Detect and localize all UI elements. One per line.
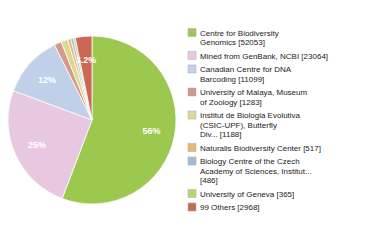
legend-item: University of Geneva [365] (188, 190, 294, 199)
pie-slice (75, 36, 92, 120)
chart-container: 56% 25% 12% 3.2% Centre for BiodiversityGeno… (0, 0, 380, 240)
legend-label-line: University of Geneva [365] (200, 190, 294, 199)
legend-label-line: of Zoology [1283] (200, 98, 262, 107)
legend-label: Centre for BiodiversityGenomics [52053] (200, 29, 279, 48)
legend-label-line: (CSIC-UPF), Butterfly (200, 121, 277, 130)
legend: Centre for BiodiversityGenomics [52053] M… (188, 29, 328, 213)
legend-swatch (188, 144, 196, 152)
legend-label: Mined from GenBank, NCBI [23064] (200, 52, 328, 61)
legend-label-line: [486] (200, 176, 218, 185)
legend-swatch (188, 111, 196, 119)
legend-item: Canadian Centre for DNABarcoding [11099] (188, 65, 292, 84)
legend-label-line: Naturalis Biodiversity Center [517] (200, 144, 321, 153)
legend-item: Mined from GenBank, NCBI [23064] (188, 52, 328, 61)
legend-label-line: 99 Others [2968] (200, 203, 260, 212)
legend-item: Institut de Biologia Evolutiva(CSIC-UPF)… (188, 111, 301, 139)
legend-label: Biology Centre of the CzechAcademy of Sc… (200, 157, 312, 185)
legend-label-line: Canadian Centre for DNA (200, 65, 292, 74)
data-label: 12% (38, 75, 56, 85)
legend-swatch (188, 203, 196, 211)
data-label: 3.2% (76, 55, 97, 65)
pie: 56% 25% 12% 3.2% (8, 36, 176, 204)
legend-label-line: Academy of Sciences, Institut... (200, 167, 312, 176)
legend-label: Canadian Centre for DNABarcoding [11099] (200, 65, 292, 84)
legend-swatch (188, 157, 196, 165)
legend-item: Centre for BiodiversityGenomics [52053] (188, 29, 279, 48)
legend-label: Naturalis Biodiversity Center [517] (200, 144, 321, 153)
legend-label: Institut de Biologia Evolutiva(CSIC-UPF)… (200, 111, 301, 139)
legend-item: Biology Centre of the CzechAcademy of Sc… (188, 157, 312, 185)
legend-swatch (188, 190, 196, 198)
legend-swatch (188, 88, 196, 96)
legend-label-line: Institut de Biologia Evolutiva (200, 111, 301, 120)
legend-label: University of Malaya, Museumof Zoology [… (200, 88, 307, 107)
data-label: 56% (142, 126, 160, 136)
legend-label-line: Genomics [52053] (200, 38, 265, 47)
legend-label-line: Centre for Biodiversity (200, 29, 279, 38)
legend-swatch (188, 52, 196, 60)
data-label: 25% (28, 140, 46, 150)
legend-label-line: Div... [1188] (200, 130, 242, 139)
legend-label-line: Biology Centre of the Czech (200, 157, 300, 166)
legend-label-line: University of Malaya, Museum (200, 88, 307, 97)
legend-label-line: Barcoding [11099] (200, 75, 264, 84)
legend-label-line: Mined from GenBank, NCBI [23064] (200, 52, 328, 61)
legend-item: University of Malaya, Museumof Zoology [… (188, 88, 307, 107)
legend-label: University of Geneva [365] (200, 190, 294, 199)
legend-item: 99 Others [2968] (188, 203, 260, 212)
legend-swatch (188, 65, 196, 73)
chart-svg: 56% 25% 12% 3.2% Centre for BiodiversityGeno… (0, 0, 380, 240)
legend-swatch (188, 29, 196, 37)
legend-label: 99 Others [2968] (200, 203, 260, 212)
legend-item: Naturalis Biodiversity Center [517] (188, 144, 321, 153)
